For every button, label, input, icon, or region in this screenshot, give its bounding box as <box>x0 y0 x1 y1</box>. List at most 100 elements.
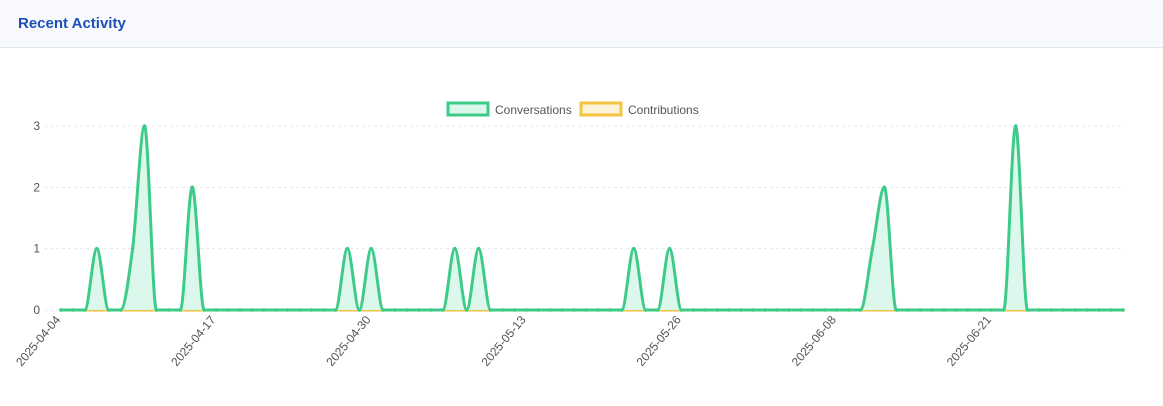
data-point <box>345 246 350 251</box>
data-point <box>572 308 576 312</box>
data-point <box>71 308 75 312</box>
data-point <box>799 308 803 312</box>
data-point <box>1109 308 1113 312</box>
data-point <box>381 308 385 312</box>
data-point <box>429 308 433 312</box>
series-area-conversations <box>61 126 1123 310</box>
data-point <box>273 308 278 312</box>
x-tick-label: 2025-04-30 <box>323 313 373 369</box>
data-point <box>942 308 946 312</box>
data-point <box>691 308 696 312</box>
data-point <box>954 308 958 312</box>
data-point <box>1097 308 1101 312</box>
data-point <box>142 124 147 128</box>
data-point <box>631 246 636 251</box>
legend-label: Conversations <box>495 103 572 117</box>
data-point <box>834 308 839 312</box>
data-point <box>1049 308 1054 312</box>
data-point <box>452 246 457 251</box>
data-point <box>309 308 314 312</box>
data-point <box>238 308 242 312</box>
data-point <box>59 308 63 312</box>
data-point <box>679 308 684 312</box>
data-point <box>751 308 755 312</box>
data-point <box>441 308 445 312</box>
data-point <box>393 308 397 312</box>
data-point <box>978 308 982 312</box>
data-point <box>1121 308 1125 312</box>
data-point <box>297 308 302 312</box>
data-point <box>464 308 469 312</box>
data-point <box>214 308 218 312</box>
x-tick-label: 2025-04-04 <box>13 313 63 369</box>
series-line-conversations <box>61 124 1123 312</box>
data-point <box>118 308 123 312</box>
data-point <box>918 308 922 312</box>
x-tick-label: 2025-06-21 <box>944 313 994 369</box>
data-point <box>858 308 863 312</box>
data-point <box>894 308 899 312</box>
data-point <box>417 308 421 312</box>
data-point <box>476 246 481 251</box>
data-point <box>727 308 732 312</box>
data-point <box>560 308 564 312</box>
data-point <box>620 308 624 312</box>
data-point <box>643 308 648 312</box>
data-point <box>130 246 135 251</box>
data-point <box>500 308 505 312</box>
data-point <box>83 308 87 312</box>
data-point <box>321 308 326 312</box>
data-point <box>548 308 553 312</box>
data-point <box>822 308 827 312</box>
x-tick-label: 2025-05-26 <box>634 313 684 369</box>
data-point <box>94 246 99 251</box>
data-point <box>333 308 338 312</box>
data-point <box>154 308 159 312</box>
data-point <box>608 308 612 312</box>
card-header: Recent Activity <box>0 0 1163 48</box>
data-point <box>787 308 791 312</box>
data-point <box>178 308 183 312</box>
y-tick-label: 2 <box>33 180 40 194</box>
data-point <box>739 308 743 312</box>
data-point <box>584 308 588 312</box>
data-point <box>226 308 230 312</box>
data-point <box>1073 308 1078 312</box>
data-point <box>524 308 529 312</box>
card-title: Recent Activity <box>18 15 126 32</box>
data-point <box>357 308 362 312</box>
data-point <box>1001 308 1006 312</box>
y-tick-label: 3 <box>33 119 40 133</box>
data-point <box>930 308 934 312</box>
y-tick-label: 1 <box>33 242 40 256</box>
data-point <box>106 308 111 312</box>
legend-swatch <box>446 101 490 117</box>
data-point <box>667 246 672 251</box>
data-point <box>1037 308 1042 312</box>
data-point <box>846 308 851 312</box>
data-point <box>763 308 767 312</box>
data-point <box>202 308 206 312</box>
data-point <box>810 308 815 312</box>
x-tick-label: 2025-04-17 <box>168 313 218 369</box>
legend-label: Contributions <box>628 103 699 117</box>
x-tick-label: 2025-06-08 <box>789 313 839 369</box>
data-point <box>512 308 517 312</box>
data-point <box>655 308 660 312</box>
data-point <box>250 308 254 312</box>
data-point <box>966 308 970 312</box>
data-point <box>775 308 779 312</box>
data-point <box>1013 124 1018 128</box>
data-point <box>1025 308 1030 312</box>
data-point <box>882 185 887 190</box>
legend-swatch <box>579 101 623 117</box>
data-point <box>405 308 409 312</box>
data-point <box>703 308 708 312</box>
data-point <box>989 308 994 312</box>
data-point <box>166 308 171 312</box>
data-point <box>262 308 266 312</box>
y-tick-label: 0 <box>33 303 40 317</box>
data-point <box>715 308 720 312</box>
data-point <box>190 185 195 190</box>
data-point <box>870 246 875 251</box>
